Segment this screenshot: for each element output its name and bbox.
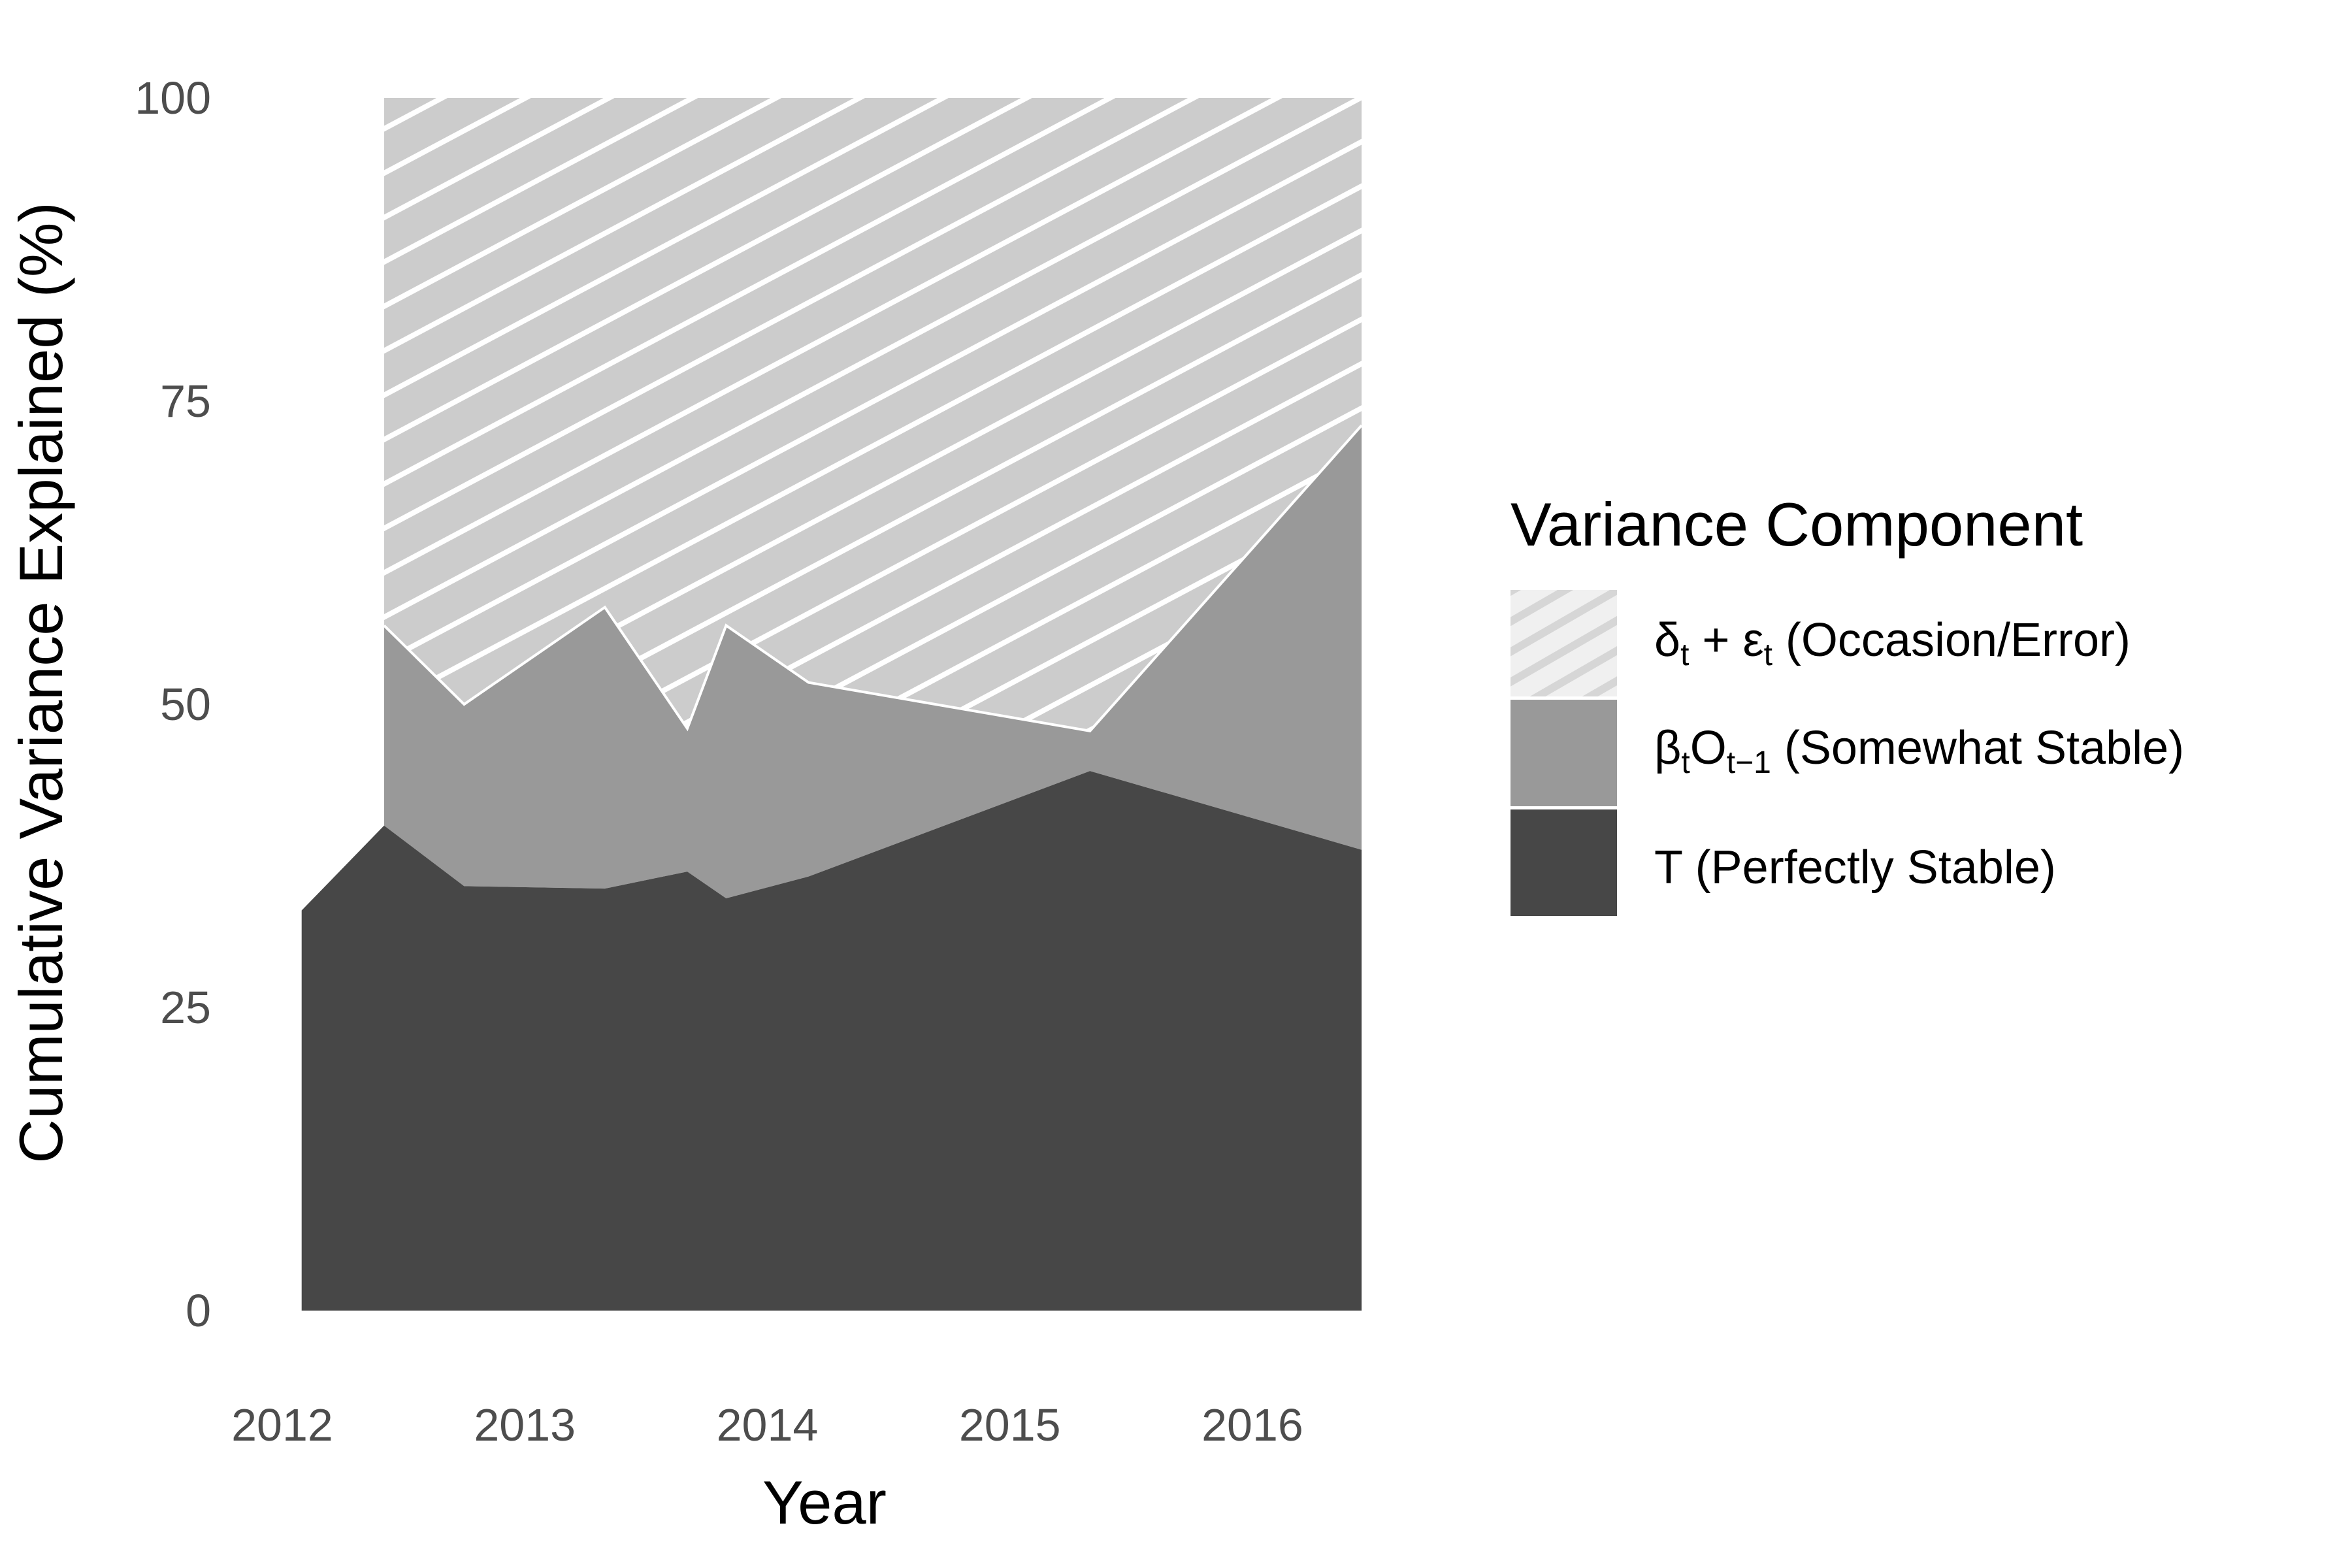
x-tick-label: 2012: [231, 1399, 333, 1450]
legend-swatch-occasion: [1511, 590, 1617, 696]
x-axis-title: Year: [762, 1468, 887, 1537]
legend-title: Variance Component: [1511, 490, 2083, 559]
y-axis-title: Cumulative Variance Explained (%): [7, 202, 75, 1164]
y-tick-label: 25: [160, 982, 211, 1033]
x-tick-label: 2016: [1201, 1399, 1303, 1450]
legend-swatch-perfect: [1511, 809, 1617, 916]
y-tick-label: 100: [135, 73, 211, 123]
x-tick-label: 2015: [959, 1399, 1061, 1450]
legend: Variance Component δt + εt (Occasion/Err…: [1511, 490, 2184, 916]
y-tick-label: 0: [186, 1285, 211, 1336]
area-occasion-error: [384, 98, 1362, 731]
x-tick-label: 2013: [474, 1399, 576, 1450]
x-tick-label: 2014: [717, 1399, 819, 1450]
area-somewhat-stable: [384, 425, 1362, 898]
y-tick-label: 75: [160, 376, 211, 427]
legend-swatch-somewhat: [1511, 700, 1617, 806]
x-axis-ticks: 2012 2013 2014 2015 2016: [231, 1399, 1303, 1450]
area-perfectly-stable: [301, 771, 1362, 1311]
y-tick-label: 50: [160, 679, 211, 730]
legend-label-somewhat: βtOt−1 (Somewhat Stable): [1654, 722, 2184, 780]
legend-label-perfect: T (Perfectly Stable): [1654, 841, 2056, 894]
plot-areas: [301, 98, 1363, 1311]
boundary-line: [383, 424, 1363, 732]
legend-label-occasion: δt + εt (Occasion/Error): [1654, 614, 2131, 672]
y-axis-ticks: 0 25 50 75 100: [135, 73, 211, 1336]
